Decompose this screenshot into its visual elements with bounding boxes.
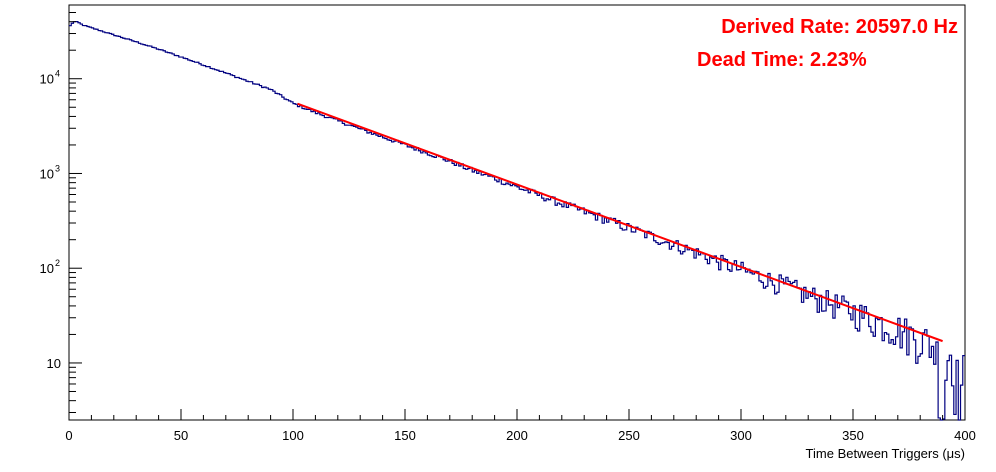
x-axis-title: Time Between Triggers (μs) xyxy=(806,446,965,461)
x-axis-ticks: 0 50 100 150 200 250 300 350 400 xyxy=(65,409,976,443)
x-tick-label: 300 xyxy=(730,428,752,443)
fit-layer xyxy=(297,102,943,343)
histogram-layer xyxy=(69,21,965,421)
x-tick-label: 0 xyxy=(65,428,72,443)
y-tick-exponent: 4 xyxy=(55,69,60,79)
x-tick-label: 350 xyxy=(842,428,864,443)
y-tick-exponent: 2 xyxy=(55,258,60,268)
annotation-dead-time: Dead Time: 2.23% xyxy=(697,49,867,71)
y-tick-exponent: 3 xyxy=(55,163,60,173)
x-tick-label: 250 xyxy=(618,428,640,443)
y-tick-label: 10 xyxy=(40,72,54,87)
x-tick-label: 50 xyxy=(174,428,188,443)
y-tick-label: 10 xyxy=(40,166,54,181)
x-tick-label: 400 xyxy=(954,428,976,443)
x-tick-label: 150 xyxy=(394,428,416,443)
y-tick-label: 10 xyxy=(47,356,61,371)
exponential-fit-line xyxy=(297,102,943,343)
x-tick-label: 100 xyxy=(282,428,304,443)
y-tick-label: 10 xyxy=(40,261,54,276)
histogram-series xyxy=(69,21,965,421)
x-tick-label: 200 xyxy=(506,428,528,443)
annotation-derived-rate: Derived Rate: 20597.0 Hz xyxy=(721,16,958,38)
